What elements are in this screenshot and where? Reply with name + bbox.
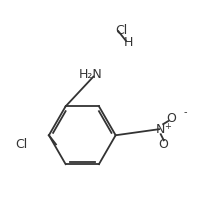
Text: O: O [165, 112, 175, 125]
Text: N: N [155, 123, 164, 136]
Text: H: H [123, 36, 132, 49]
Text: Cl: Cl [115, 24, 127, 37]
Text: H₂N: H₂N [79, 68, 102, 81]
Text: -: - [183, 107, 186, 117]
Text: O: O [157, 138, 167, 151]
Text: +: + [164, 122, 171, 131]
Text: Cl: Cl [16, 138, 28, 151]
